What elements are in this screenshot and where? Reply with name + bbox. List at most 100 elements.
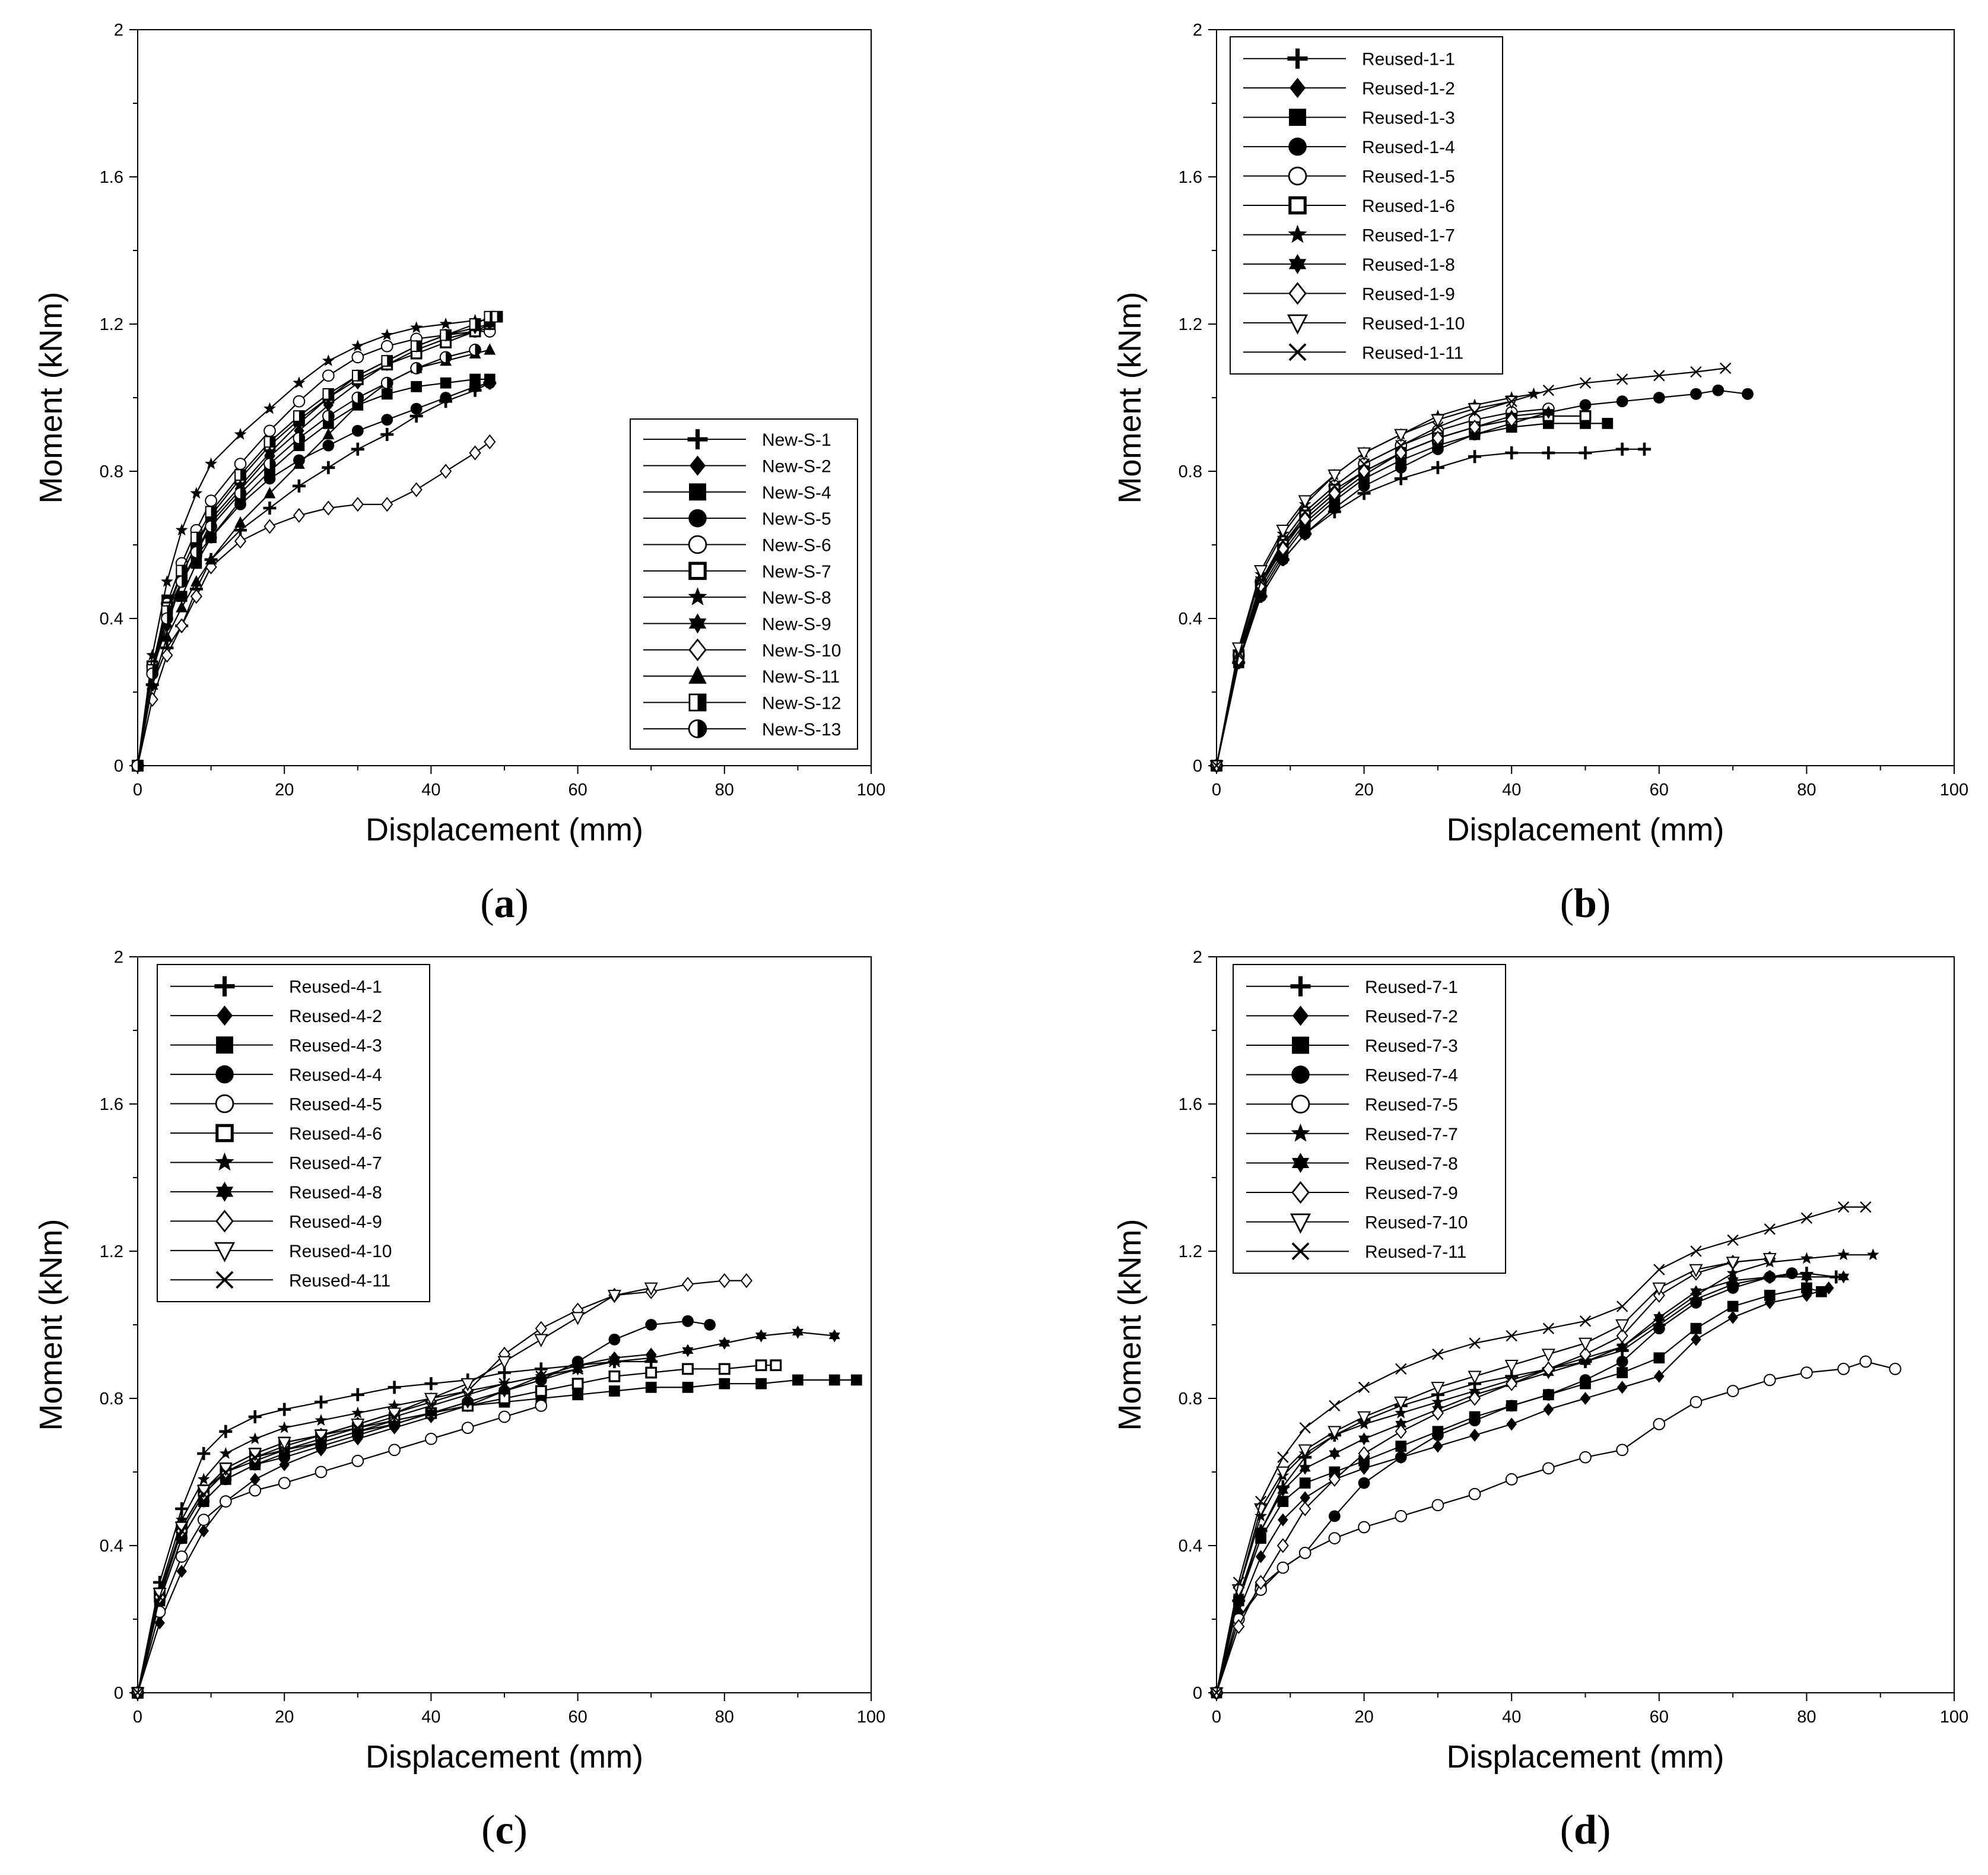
legend-marker: [215, 1210, 234, 1233]
legend-marker: [688, 613, 707, 634]
series-Reused-7-5: [1210, 1355, 1901, 1699]
legend-label: Reused-1-2: [1362, 79, 1455, 99]
data-point: [1394, 1396, 1408, 1410]
y-tick-label: 0: [114, 757, 123, 776]
legend-marker: [689, 455, 706, 476]
data-point: [1542, 1361, 1555, 1377]
data-point: [293, 507, 306, 524]
data-point: [1394, 429, 1408, 443]
legend-entry: Reused-1-2: [1243, 78, 1455, 99]
legend-entry: Reused-7-7: [1246, 1123, 1458, 1144]
series-line: [136, 382, 490, 766]
data-point: [234, 487, 247, 500]
data-point: [1395, 445, 1407, 461]
data-point: [1637, 442, 1651, 456]
data-point: [1542, 446, 1555, 459]
legend-marker: [688, 638, 707, 662]
legend-label: Reused-4-4: [289, 1065, 382, 1085]
data-point: [1615, 1319, 1630, 1333]
data-point: [1543, 1403, 1554, 1416]
legend-marker: [1291, 1065, 1310, 1084]
legend-marker: [216, 1036, 233, 1054]
x-tick-label: 20: [275, 1708, 294, 1727]
panel-label-open-paren: (: [1560, 1807, 1574, 1853]
data-point: [380, 376, 393, 389]
legend-entry: Reused-4-11: [170, 1271, 390, 1290]
data-point: [1431, 414, 1445, 428]
data-point: [175, 575, 188, 588]
data-point: [1328, 486, 1341, 501]
data-point: [1727, 1274, 1739, 1287]
data-point: [1298, 1547, 1311, 1559]
data-point: [1726, 1257, 1740, 1270]
legend-label: Reused-4-8: [289, 1183, 382, 1203]
data-point: [220, 1466, 231, 1478]
legend-label: Reused-7-7: [1365, 1125, 1458, 1144]
data-point: [380, 340, 393, 353]
legend-label: Reused-1-3: [1362, 109, 1455, 128]
data-point: [278, 1444, 290, 1456]
series-Reused-4-5: [131, 1400, 548, 1699]
data-point: [1579, 399, 1592, 411]
y-tick-label: 0.8: [1179, 1389, 1202, 1408]
legend-marker: [1289, 109, 1306, 126]
series-Reused-4-8: [132, 1325, 840, 1699]
data-point: [498, 1384, 510, 1398]
data-point: [351, 1388, 364, 1401]
data-point: [389, 1417, 401, 1431]
data-point: [351, 1406, 364, 1419]
legend-entry: Reused-7-10: [1246, 1213, 1468, 1234]
data-point: [1233, 649, 1244, 661]
legend-entry: Reused-1-8: [1243, 253, 1455, 275]
data-point: [154, 1591, 166, 1603]
data-point: [1654, 1369, 1665, 1383]
legend-entry: Reused-7-11: [1246, 1242, 1466, 1262]
legend-label: Reused-1-8: [1362, 255, 1455, 275]
legend-label: Reused-1-6: [1362, 196, 1455, 216]
data-point: [1801, 1282, 1812, 1294]
data-point: [263, 472, 276, 485]
data-point: [197, 1473, 210, 1485]
y-tick-label: 1.6: [100, 168, 123, 187]
data-point: [1357, 447, 1371, 461]
y-tick-label: 0.4: [1179, 1537, 1202, 1556]
data-point: [351, 497, 364, 512]
y-axis-title: Moment (kNm): [33, 291, 69, 503]
data-point: [1653, 1311, 1665, 1324]
legend-label: Reused-7-3: [1365, 1036, 1458, 1056]
series-New-S-11: [132, 343, 496, 771]
data-point: [176, 591, 188, 602]
legend-entry: Reused-4-3: [170, 1036, 382, 1056]
legend-label: Reused-1-4: [1362, 138, 1455, 157]
data-point: [249, 1432, 262, 1445]
legend-marker: [1291, 1123, 1310, 1142]
data-point: [161, 630, 173, 642]
data-point: [1395, 1510, 1408, 1522]
legend-label: New-S-11: [762, 667, 840, 687]
data-point: [1506, 395, 1517, 407]
legend-entry: New-S-12: [643, 694, 841, 713]
series-Reused-7-10: [1209, 1253, 1777, 1701]
legend-marker: [688, 509, 707, 528]
data-point: [1690, 1322, 1702, 1334]
series-line: [1215, 1360, 1895, 1693]
data-point: [1527, 387, 1540, 399]
series-line: [1215, 448, 1644, 766]
y-axis-title: Moment (kNm): [1112, 291, 1148, 503]
data-point: [792, 1374, 804, 1386]
data-point: [234, 469, 246, 481]
data-point: [278, 1403, 291, 1416]
data-point: [1690, 1285, 1702, 1299]
legend-marker: [1288, 282, 1307, 305]
y-tick-label: 1.2: [1179, 315, 1202, 334]
legend-box: [630, 418, 858, 750]
data-point: [424, 1377, 438, 1391]
data-point: [1653, 1264, 1665, 1276]
data-point: [205, 457, 218, 469]
x-axis-title: Displacement (mm): [366, 1739, 643, 1775]
data-point: [770, 1359, 782, 1372]
legend-label: Reused-4-11: [289, 1271, 390, 1290]
data-point: [572, 1389, 583, 1401]
legend-label: New-S-5: [762, 509, 831, 529]
data-point: [315, 1414, 328, 1426]
